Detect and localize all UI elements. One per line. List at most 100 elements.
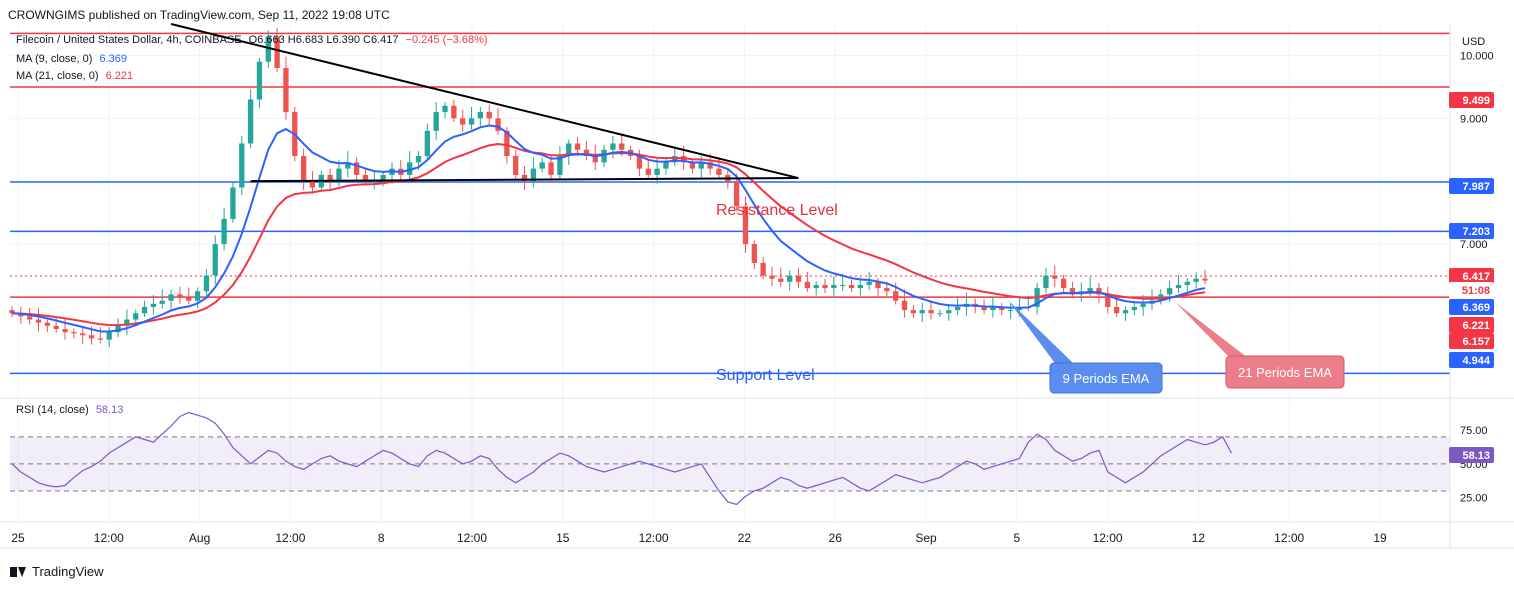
candle-body <box>195 291 200 300</box>
candle-body <box>89 335 94 338</box>
candle-body <box>946 310 951 313</box>
candle-body <box>151 304 156 307</box>
candle-body <box>310 181 315 187</box>
ema21-callout-pointer <box>1175 302 1248 360</box>
candle-body <box>858 285 863 288</box>
candle-body <box>831 285 836 288</box>
candle-body <box>646 169 651 175</box>
candle-body <box>213 244 218 275</box>
time-tick-label: 12 <box>1192 531 1206 545</box>
candle-body <box>840 285 845 286</box>
candle-body <box>1061 279 1066 288</box>
price-tick-label: 9.000 <box>1460 113 1488 125</box>
candle-body <box>98 338 103 339</box>
candle-body <box>239 143 244 187</box>
time-tick-label: 19 <box>1373 531 1387 545</box>
legend-ma21-label: MA (21, close, 0) <box>16 70 99 82</box>
candle-body <box>752 244 757 263</box>
candle-body <box>1185 282 1190 285</box>
price-tick-label: 7.000 <box>1460 239 1488 251</box>
candle-body <box>62 329 67 332</box>
trendline <box>171 24 798 178</box>
candle-body <box>283 68 288 112</box>
legend-title: Filecoin / United States Dollar, 4h, COI… <box>16 34 242 46</box>
candle-body <box>928 310 933 313</box>
candle-body <box>716 169 721 175</box>
candle-body <box>142 307 147 313</box>
candle-body <box>27 316 32 319</box>
candle-body <box>442 106 447 112</box>
candle-body <box>1008 310 1013 311</box>
price-badge-label: 6.417 <box>1462 271 1490 283</box>
footer: TradingView <box>10 564 104 579</box>
candle-body <box>760 263 765 276</box>
time-tick-label: Aug <box>189 531 210 545</box>
candle-body <box>1123 310 1128 313</box>
candle-body <box>168 294 173 300</box>
time-tick-label: Sep <box>915 531 937 545</box>
legend-ma9-label: MA (9, close, 0) <box>16 53 92 65</box>
candle-body <box>1194 279 1199 282</box>
candle-body <box>955 307 960 310</box>
legend-ma21[interactable]: MA (21, close, 0) 6.221 <box>16 70 133 82</box>
candle-body <box>637 156 642 169</box>
legend-ma9[interactable]: MA (9, close, 0) 6.369 <box>16 53 127 65</box>
time-tick-label: 12:00 <box>275 531 305 545</box>
candle-body <box>478 112 483 118</box>
candle-body <box>336 169 341 182</box>
candle-body <box>487 112 492 118</box>
candle-body <box>911 310 916 313</box>
candle-body <box>204 276 209 292</box>
rsi-tick-label: 75.00 <box>1460 425 1488 437</box>
candle-body <box>257 62 262 100</box>
candle-body <box>1043 276 1048 289</box>
time-tick-label: 15 <box>556 531 570 545</box>
candle-body <box>778 279 783 282</box>
rsi-badge-label: 58.13 <box>1462 450 1490 462</box>
candle-body <box>796 276 801 282</box>
candle-body <box>787 276 792 282</box>
time-tick-label: 8 <box>378 531 385 545</box>
candle-body <box>513 156 518 175</box>
legend-rsi-label: RSI (14, close) <box>16 404 89 416</box>
legend-rsi[interactable]: RSI (14, close) 58.13 <box>16 404 123 416</box>
rsi-pane <box>10 413 1450 505</box>
candle-body <box>160 301 165 304</box>
support-label: Support Level <box>716 367 815 384</box>
candle-body <box>1114 307 1119 313</box>
candle-body <box>1176 285 1181 288</box>
candle-body <box>45 323 50 326</box>
price-badge-label: 9.499 <box>1462 95 1490 107</box>
candle-body <box>610 143 615 149</box>
price-badge-label: 6.157 <box>1462 336 1490 348</box>
candle-body <box>177 294 182 297</box>
legend-ma21-value: 6.221 <box>106 70 134 82</box>
footer-brand: TradingView <box>32 564 104 579</box>
ema21-callout-label: 21 Periods EMA <box>1238 365 1332 380</box>
candle-body <box>920 310 925 313</box>
candle-body <box>1167 288 1172 294</box>
candle-body <box>54 326 59 329</box>
candle-body <box>1140 304 1145 307</box>
legend-rsi-value: 58.13 <box>96 404 124 416</box>
candle-body <box>71 332 76 333</box>
price-badge-label: 6.221 <box>1462 320 1490 332</box>
rsi-tick-label: 25.00 <box>1460 493 1488 505</box>
candle-body <box>469 118 474 124</box>
time-tick-label: 12:00 <box>457 531 487 545</box>
candle-body <box>451 106 456 119</box>
currency-label: USD <box>1462 36 1485 48</box>
publisher-line: CROWNGIMS published on TradingView.com, … <box>8 8 390 22</box>
time-tick-label: 26 <box>829 531 843 545</box>
candle-body <box>230 187 235 218</box>
candle-body <box>416 156 421 162</box>
candle-body <box>1202 279 1207 281</box>
price-badge-label: 7.987 <box>1462 181 1490 193</box>
candle-body <box>867 282 872 285</box>
candle-body <box>805 282 810 288</box>
time-tick-label: 12:00 <box>1093 531 1123 545</box>
candle-body <box>1132 307 1137 310</box>
candle-body <box>769 276 774 279</box>
